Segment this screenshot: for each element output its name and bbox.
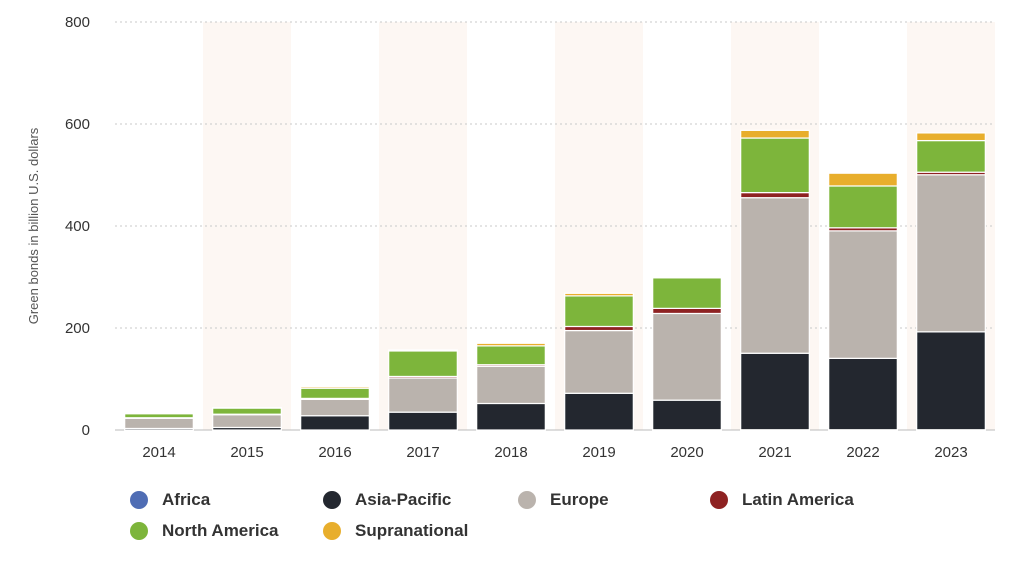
legend-label: Supranational xyxy=(355,521,469,540)
legend-label: Latin America xyxy=(742,490,854,509)
legend-label: Europe xyxy=(550,490,609,509)
legend: Africa Asia-Pacific Europe Latin America Nor… xyxy=(130,490,930,552)
bar-segment-europe xyxy=(476,365,546,405)
bar-segment-asia-pacific xyxy=(300,415,370,431)
x-tick-label: 2019 xyxy=(582,444,615,461)
legend-swatch xyxy=(130,491,148,509)
bar-segment-north-america xyxy=(564,295,634,328)
y-tick-label: 200 xyxy=(65,320,90,337)
legend-item[interactable]: Supranational xyxy=(323,521,468,541)
bar-segment-asia-pacific xyxy=(476,402,546,431)
y-tick-label: 400 xyxy=(65,218,90,235)
bar-segment-north-america xyxy=(916,139,986,173)
x-tick-label: 2014 xyxy=(142,444,175,461)
bar-segment-supranational xyxy=(828,172,898,187)
bar-segment-supranational xyxy=(740,129,810,139)
y-tick-label: 0 xyxy=(82,422,90,439)
bar-segment-europe xyxy=(388,377,458,413)
bar-segment-north-america xyxy=(828,185,898,229)
bars xyxy=(124,129,986,431)
x-tick-label: 2016 xyxy=(318,444,351,461)
bar-segment-north-america xyxy=(300,387,370,399)
bar-segment-asia-pacific xyxy=(564,392,634,431)
legend-item[interactable]: North America xyxy=(130,521,279,541)
bar-segment-north-america xyxy=(124,413,194,419)
bar-segment-europe xyxy=(212,414,282,429)
bar-segment-supranational xyxy=(564,292,634,297)
x-tick-label: 2015 xyxy=(230,444,263,461)
y-axis: 0 200 400 600 800 xyxy=(65,14,90,439)
x-axis: 2014 2015 2016 2017 2018 2019 2020 2021 2022 2023 xyxy=(142,444,967,461)
legend-item[interactable]: Latin America xyxy=(710,490,854,510)
bar-segment-europe xyxy=(124,417,194,430)
legend-item[interactable]: Asia-Pacific xyxy=(323,490,451,510)
bar-segment-europe xyxy=(652,312,722,401)
bar-segment-europe xyxy=(740,197,810,354)
x-tick-label: 2020 xyxy=(670,444,703,461)
legend-swatch xyxy=(323,491,341,509)
bar-segment-asia-pacific xyxy=(652,399,722,431)
bar-segment-north-america xyxy=(476,345,546,366)
bar-segment-latin-america xyxy=(564,325,634,332)
legend-label: North America xyxy=(162,521,279,540)
bar-segment-europe xyxy=(564,329,634,394)
bar-segment-asia-pacific xyxy=(916,331,986,431)
legend-swatch xyxy=(323,522,341,540)
bar-segment-supranational xyxy=(388,349,458,352)
bar-segment-supranational xyxy=(652,276,722,279)
x-tick-label: 2021 xyxy=(758,444,791,461)
legend-swatch xyxy=(518,491,536,509)
x-tick-label: 2023 xyxy=(934,444,967,461)
bar-segment-north-america xyxy=(740,137,810,194)
legend-item[interactable]: Africa xyxy=(130,490,210,510)
bar-segment-supranational xyxy=(124,412,194,415)
bar-segment-supranational xyxy=(916,132,986,142)
bar-segment-north-america xyxy=(212,407,282,415)
bar-segment-supranational xyxy=(300,386,370,389)
bar-segment-north-america xyxy=(388,350,458,378)
legend-swatch xyxy=(710,491,728,509)
bar-segment-asia-pacific xyxy=(828,357,898,431)
bar-segment-asia-pacific xyxy=(388,411,458,431)
y-tick-label: 600 xyxy=(65,116,90,133)
bar-segment-europe xyxy=(828,230,898,359)
bar-segment-europe xyxy=(916,174,986,333)
bar-segment-europe xyxy=(300,398,370,417)
bar-segment-latin-america xyxy=(740,191,810,199)
bar-segment-supranational xyxy=(212,406,282,409)
x-tick-label: 2022 xyxy=(846,444,879,461)
bar-segment-supranational xyxy=(476,342,546,347)
y-tick-label: 800 xyxy=(65,14,90,31)
y-axis-label: Green bonds in billion U.S. dollars xyxy=(26,127,41,324)
bar-segment-asia-pacific xyxy=(740,352,810,431)
bar-segment-latin-america xyxy=(652,307,722,315)
x-tick-label: 2018 xyxy=(494,444,527,461)
legend-label: Asia-Pacific xyxy=(355,490,452,509)
legend-item[interactable]: Europe xyxy=(518,490,609,510)
legend-swatch xyxy=(130,522,148,540)
legend-label: Africa xyxy=(162,490,211,509)
bar-segment-north-america xyxy=(652,277,722,309)
x-tick-label: 2017 xyxy=(406,444,439,461)
